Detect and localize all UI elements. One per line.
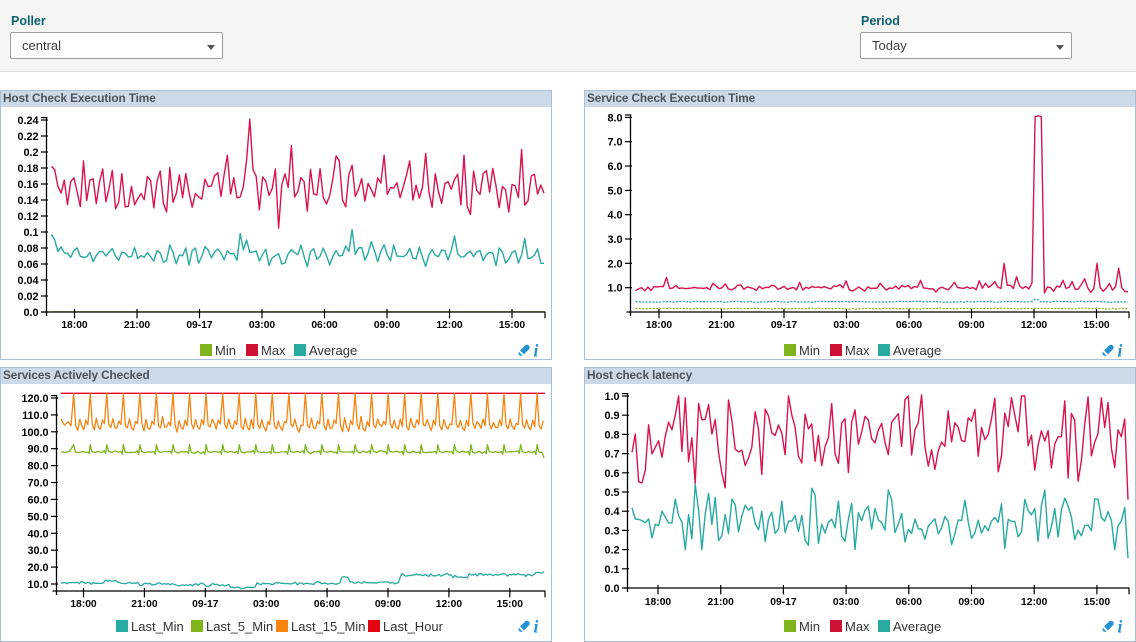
svg-text:0.18: 0.18	[17, 163, 38, 175]
svg-text:110.0: 110.0	[22, 410, 48, 422]
svg-text:i: i	[534, 617, 539, 637]
svg-text:50.0: 50.0	[27, 511, 48, 523]
svg-text:3.0: 3.0	[607, 234, 622, 246]
svg-text:0.2: 0.2	[604, 545, 619, 557]
svg-text:0.1: 0.1	[23, 227, 38, 239]
svg-text:60.0: 60.0	[27, 494, 48, 506]
svg-text:0.0: 0.0	[23, 307, 38, 319]
svg-text:0.1: 0.1	[604, 564, 619, 576]
svg-text:21:00: 21:00	[708, 597, 735, 608]
svg-text:09:00: 09:00	[375, 599, 402, 610]
svg-text:80.0: 80.0	[27, 461, 48, 473]
svg-text:Average: Average	[893, 343, 941, 358]
svg-text:0.12: 0.12	[17, 211, 38, 223]
svg-text:Last_Min: Last_Min	[131, 619, 184, 634]
svg-text:Min: Min	[799, 619, 820, 634]
svg-text:06:00: 06:00	[896, 320, 923, 331]
svg-text:10.0: 10.0	[27, 579, 48, 591]
svg-text:0.14: 0.14	[17, 195, 38, 207]
svg-text:0.08: 0.08	[17, 243, 38, 255]
svg-text:12:00: 12:00	[436, 320, 463, 331]
svg-text:0.4: 0.4	[604, 506, 619, 518]
svg-text:8.0: 8.0	[607, 112, 622, 124]
svg-text:03:00: 03:00	[833, 597, 860, 608]
svg-text:Last_Hour: Last_Hour	[383, 619, 444, 634]
svg-text:i: i	[1118, 617, 1123, 637]
svg-text:1.0: 1.0	[607, 283, 622, 295]
svg-text:0.2: 0.2	[23, 147, 38, 159]
svg-text:100.0: 100.0	[21, 427, 48, 439]
svg-text:i: i	[1118, 341, 1123, 361]
svg-text:0.5: 0.5	[604, 487, 619, 499]
svg-text:Max: Max	[261, 343, 286, 358]
svg-text:0.9: 0.9	[604, 410, 619, 422]
svg-text:15:00: 15:00	[1083, 320, 1110, 331]
svg-text:Min: Min	[799, 343, 820, 358]
svg-text:0.6: 0.6	[604, 468, 619, 480]
svg-text:Max: Max	[845, 619, 870, 634]
svg-text:21:00: 21:00	[131, 599, 158, 610]
svg-text:03:00: 03:00	[253, 599, 280, 610]
svg-text:06:00: 06:00	[896, 597, 923, 608]
svg-text:4.0: 4.0	[607, 210, 622, 222]
svg-text:21:00: 21:00	[708, 320, 735, 331]
svg-text:0.16: 0.16	[17, 179, 38, 191]
svg-text:Average: Average	[893, 619, 941, 634]
svg-text:18:00: 18:00	[646, 320, 673, 331]
svg-text:0.22: 0.22	[17, 131, 38, 143]
svg-text:Min: Min	[215, 343, 236, 358]
svg-text:6.0: 6.0	[607, 161, 622, 173]
svg-text:15:00: 15:00	[1084, 597, 1111, 608]
svg-text:21:00: 21:00	[124, 320, 151, 331]
svg-text:0.06: 0.06	[17, 259, 38, 271]
svg-text:20.0: 20.0	[27, 562, 48, 574]
svg-text:1.0: 1.0	[604, 391, 619, 403]
svg-text:70.0: 70.0	[27, 478, 48, 490]
svg-text:40.0: 40.0	[27, 528, 48, 540]
svg-text:Last_15_Min: Last_15_Min	[291, 619, 365, 634]
svg-text:09:00: 09:00	[374, 320, 401, 331]
svg-text:0.3: 0.3	[604, 525, 619, 537]
svg-text:09:00: 09:00	[958, 320, 985, 331]
svg-text:30.0: 30.0	[27, 545, 48, 557]
svg-text:12:00: 12:00	[1021, 597, 1048, 608]
svg-text:18:00: 18:00	[645, 597, 672, 608]
svg-text:06:00: 06:00	[314, 599, 341, 610]
svg-text:03:00: 03:00	[833, 320, 860, 331]
svg-text:18:00: 18:00	[61, 320, 88, 331]
svg-text:15:00: 15:00	[497, 599, 524, 610]
svg-text:0.7: 0.7	[604, 449, 619, 461]
svg-text:0.24: 0.24	[17, 115, 38, 127]
svg-text:120.0: 120.0	[21, 393, 48, 405]
svg-text:2.0: 2.0	[607, 258, 622, 270]
svg-text:09-17: 09-17	[186, 320, 213, 331]
svg-text:18:00: 18:00	[70, 599, 97, 610]
svg-text:06:00: 06:00	[311, 320, 338, 331]
svg-text:09:00: 09:00	[958, 597, 985, 608]
svg-text:0.8: 0.8	[604, 429, 619, 441]
svg-text:90.0: 90.0	[27, 444, 48, 456]
svg-text:Last_5_Min: Last_5_Min	[206, 619, 273, 634]
svg-text:Max: Max	[845, 343, 870, 358]
svg-text:0.02: 0.02	[17, 291, 38, 303]
svg-text:0.04: 0.04	[17, 275, 38, 287]
svg-text:Average: Average	[309, 343, 357, 358]
svg-text:5.0: 5.0	[607, 185, 622, 197]
svg-text:12:00: 12:00	[436, 599, 463, 610]
svg-text:0.0: 0.0	[604, 583, 619, 595]
svg-text:09-17: 09-17	[770, 597, 797, 608]
svg-text:7.0: 7.0	[607, 137, 622, 149]
svg-text:03:00: 03:00	[249, 320, 276, 331]
svg-text:15:00: 15:00	[499, 320, 526, 331]
svg-text:09-17: 09-17	[771, 320, 798, 331]
svg-text:i: i	[534, 341, 539, 361]
svg-text:09-17: 09-17	[192, 599, 219, 610]
svg-text:12:00: 12:00	[1021, 320, 1048, 331]
